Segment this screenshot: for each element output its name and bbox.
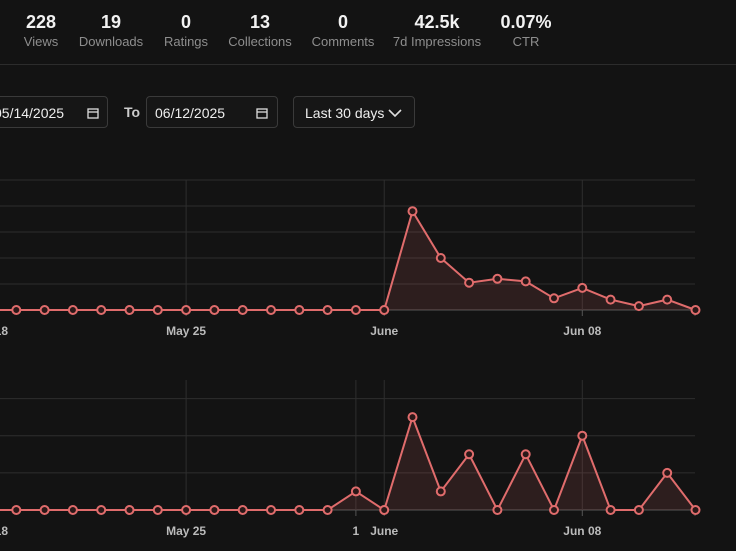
point	[662, 467, 673, 478]
point	[520, 276, 531, 287]
area	[0, 211, 696, 310]
range-dropdown[interactable]: Last 30 days	[293, 96, 415, 128]
point	[237, 305, 248, 315]
point	[605, 505, 616, 515]
x-tick-label: June	[370, 524, 398, 538]
point	[152, 505, 163, 515]
stat: 13 Collections	[228, 12, 292, 49]
x-tick-label: Jun 08	[563, 524, 601, 538]
to-label: To	[124, 104, 141, 120]
point	[379, 505, 390, 515]
line	[0, 208, 696, 311]
to-date: 06/12/2025	[155, 105, 226, 121]
from-date-input[interactable]: 05/14/2025	[0, 96, 108, 128]
point	[464, 449, 475, 460]
point	[690, 505, 701, 515]
calendar-icon	[87, 108, 99, 119]
x-tick-label: May 25	[166, 524, 206, 538]
area	[0, 417, 696, 510]
range: Last 30 days	[305, 105, 385, 121]
point	[124, 305, 135, 315]
stat-value: 13	[249, 12, 271, 32]
point	[124, 505, 135, 515]
point	[39, 505, 50, 515]
stat-value: 0	[180, 12, 192, 32]
stat: 0.07% CTR	[500, 12, 551, 49]
x-tick-label: Jun 08	[563, 324, 601, 338]
point	[237, 505, 248, 515]
point	[520, 449, 531, 460]
stat-label: Downloads	[78, 34, 144, 49]
stat-value: 19	[100, 12, 122, 32]
point	[266, 305, 276, 315]
point	[633, 301, 644, 312]
stat: 19 Downloads	[79, 12, 143, 49]
point	[407, 206, 418, 217]
x-tick-label: May 18	[0, 324, 8, 338]
point	[11, 305, 22, 315]
point	[322, 505, 333, 515]
point	[209, 305, 220, 315]
x-tick-label: May 25	[166, 324, 206, 338]
point	[266, 505, 276, 515]
stat-value: 42.5k	[414, 12, 460, 32]
point	[407, 412, 418, 423]
point	[492, 273, 503, 284]
point	[435, 486, 446, 497]
point	[96, 505, 107, 515]
point	[152, 305, 163, 315]
point	[577, 430, 588, 441]
point	[662, 294, 673, 305]
point	[633, 505, 644, 515]
x-tick-label: 1	[353, 524, 360, 538]
stat-label: Ratings	[163, 34, 209, 49]
x-tick-label: June	[370, 324, 398, 338]
point	[379, 305, 390, 315]
point	[181, 505, 192, 515]
line	[0, 414, 697, 513]
stat: 42.5k 7d Impressions	[393, 12, 481, 49]
point	[492, 505, 503, 515]
stat-value: 0.07%	[500, 12, 552, 32]
to-date-input[interactable]: 06/12/2025	[146, 96, 278, 128]
calendar-icon	[256, 108, 268, 119]
stat-label: Views	[23, 34, 59, 49]
point	[294, 505, 305, 515]
point	[181, 305, 192, 315]
stat-label: CTR	[512, 34, 540, 49]
point	[322, 305, 333, 315]
point	[67, 305, 78, 315]
stat: 0 Ratings	[164, 12, 208, 49]
point	[605, 294, 616, 305]
stat-value: 228	[25, 12, 57, 32]
separator	[0, 64, 736, 65]
x-tick-label: May 18	[0, 524, 8, 538]
point	[350, 305, 361, 315]
stat-label: 7d Impressions	[392, 34, 482, 49]
chevron	[388, 109, 402, 118]
point	[11, 505, 22, 515]
point	[96, 305, 107, 315]
point	[690, 305, 701, 315]
stat-value: 0	[337, 12, 349, 32]
stat: 0 Comments	[312, 12, 375, 49]
point	[39, 305, 50, 315]
point	[350, 486, 361, 497]
point	[435, 253, 446, 263]
stat-label: Comments	[311, 34, 375, 49]
from-date: 05/14/2025	[0, 105, 65, 121]
point	[549, 505, 559, 515]
point	[294, 305, 305, 315]
point	[67, 505, 78, 515]
stat: 228 Views	[24, 12, 58, 49]
point	[549, 293, 559, 304]
point	[464, 277, 475, 288]
point	[577, 282, 588, 293]
stat-label: Collections	[228, 34, 292, 49]
point	[209, 505, 220, 515]
